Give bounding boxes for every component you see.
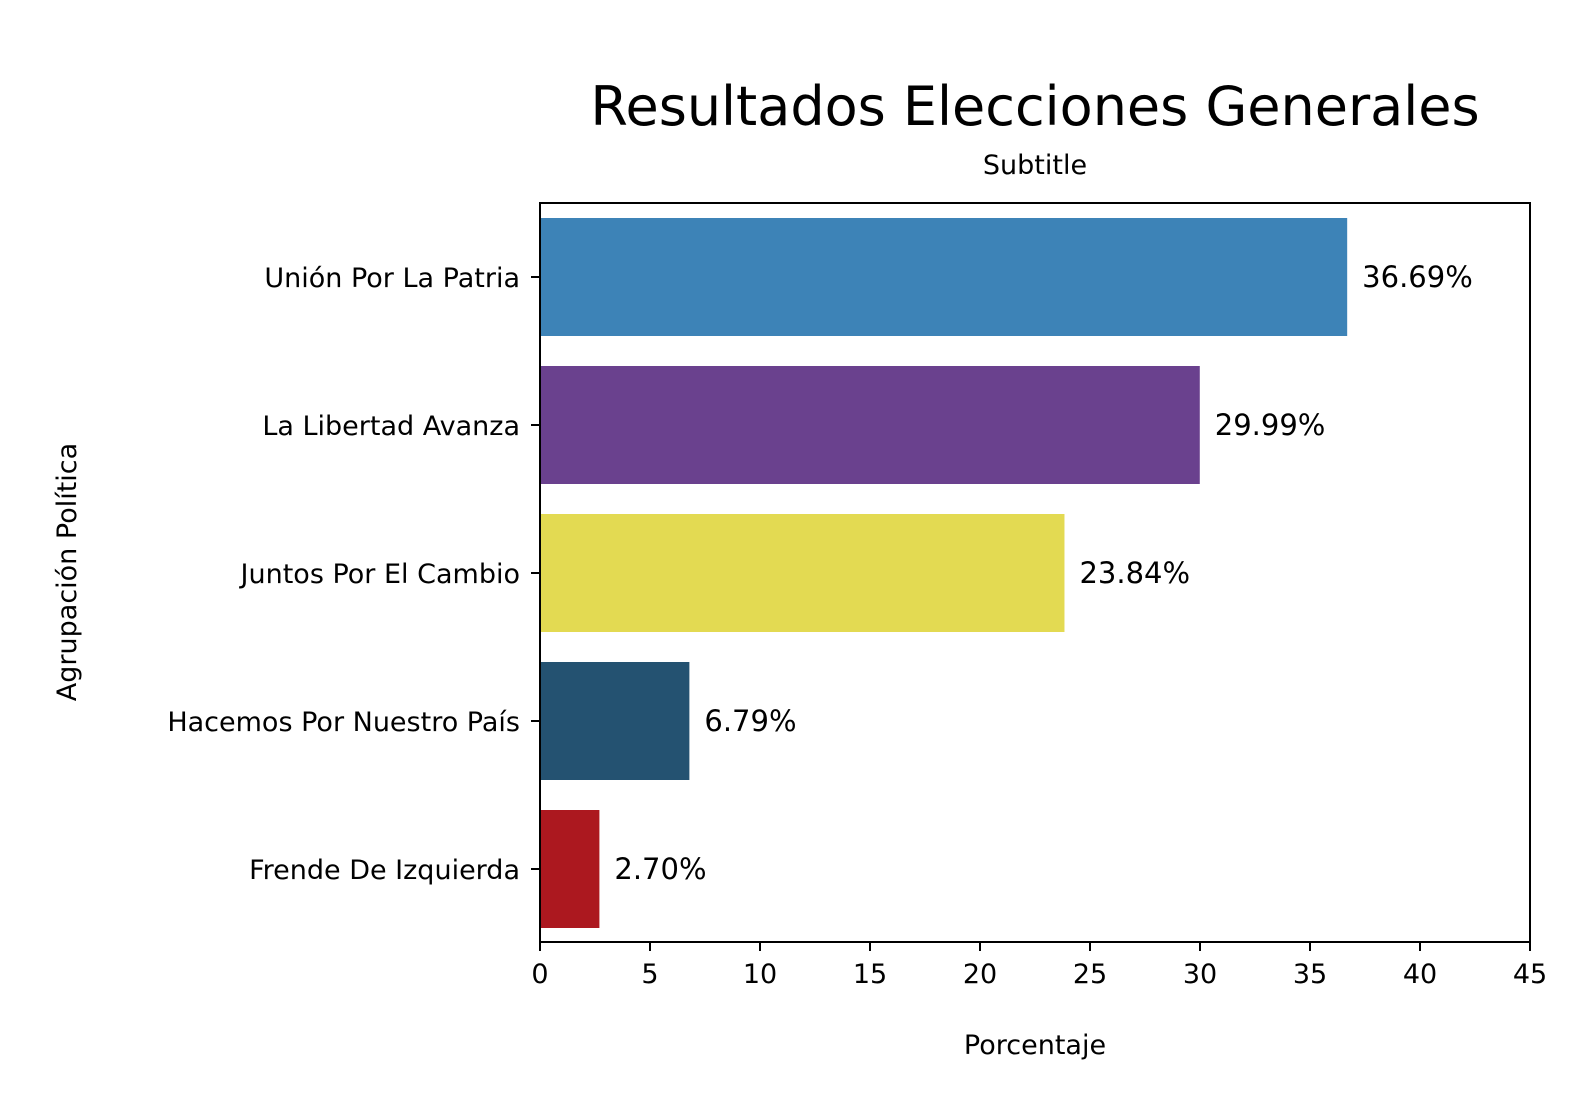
- y-tick-label-la-libertad-avanza: La Libertad Avanza: [262, 411, 520, 442]
- bar-juntos-por-el-cambio: [540, 514, 1065, 632]
- y-tick-label-union-por-la-patria: Unión Por La Patria: [264, 263, 520, 294]
- y-tick-label-juntos-por-el-cambio: Juntos Por El Cambio: [239, 559, 520, 590]
- x-axis-ticks: 0 5 10 15 20 25 30 35 40 45: [531, 942, 1547, 990]
- data-label-hacemos-por-nuestro-pais: 6.79%: [704, 704, 796, 738]
- x-tick-label: 20: [963, 959, 997, 990]
- bar-union-por-la-patria: [540, 218, 1348, 336]
- chart-title: Resultados Elecciones Generales: [590, 75, 1479, 138]
- x-tick-label: 45: [1513, 959, 1547, 990]
- x-tick-label: 25: [1073, 959, 1107, 990]
- y-axis-label: Agrupación Política: [52, 443, 83, 701]
- y-tick-label-frende-de-izquierda: Frende De Izquierda: [249, 855, 520, 886]
- plot-frame: [539, 202, 1531, 943]
- x-tick-label: 15: [853, 959, 887, 990]
- x-tick-label: 5: [641, 959, 658, 990]
- data-label-frende-de-izquierda: 2.70%: [614, 852, 706, 886]
- y-tick-label-hacemos-por-nuestro-pais: Hacemos Por Nuestro País: [167, 707, 520, 738]
- bar-la-libertad-avanza: [540, 366, 1200, 484]
- data-label-juntos-por-el-cambio: 23.84%: [1079, 556, 1190, 590]
- x-tick-label: 30: [1183, 959, 1217, 990]
- chart-subtitle: Subtitle: [983, 150, 1087, 181]
- bar-hacemos-por-nuestro-pais: [540, 662, 690, 780]
- x-tick-label: 35: [1293, 959, 1327, 990]
- x-tick-label: 10: [743, 959, 777, 990]
- y-axis-ticks: Unión Por La Patria La Libertad Avanza Jun…: [167, 263, 540, 886]
- x-tick-label: 0: [531, 959, 548, 990]
- x-axis-label: Porcentaje: [964, 1030, 1106, 1061]
- data-label-la-libertad-avanza: 29.99%: [1215, 408, 1326, 442]
- bar-frende-de-izquierda: [540, 810, 600, 928]
- data-labels-group: 36.69% 29.99% 23.84% 6.79% 2.70%: [614, 260, 1472, 886]
- data-label-union-por-la-patria: 36.69%: [1362, 260, 1473, 294]
- bars-group: [540, 218, 1348, 928]
- x-tick-label: 40: [1403, 959, 1437, 990]
